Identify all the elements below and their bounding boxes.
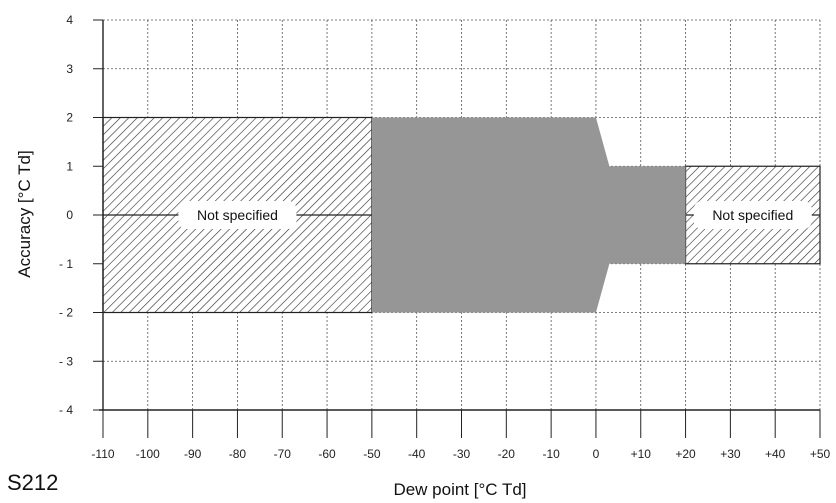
y-tick-label: - 3	[59, 354, 73, 368]
y-tick-label: 1	[66, 159, 73, 173]
y-tick-label: 4	[66, 13, 73, 27]
x-tick-label: -30	[453, 447, 471, 461]
y-tick-label: - 4	[59, 403, 73, 417]
not-specified-label: Not specified	[712, 207, 793, 223]
figure-code: S212	[7, 470, 58, 495]
x-tick-label: +30	[720, 447, 741, 461]
x-tick-label: -50	[363, 447, 381, 461]
y-tick-labels: 4 3 2 1 0 - 1 - 2 - 3 - 4	[59, 13, 103, 417]
region-labels: Not specified Not specified	[178, 201, 812, 229]
x-tick-label: -40	[408, 447, 426, 461]
x-tick-label: -80	[229, 447, 247, 461]
y-tick-label: 3	[66, 62, 73, 76]
x-tick-label: +40	[765, 447, 786, 461]
x-tick-label: -100	[136, 447, 160, 461]
y-axis-title: Accuracy [°C Td]	[15, 150, 34, 277]
x-tick-label: +50	[810, 447, 831, 461]
x-axis-title: Dew point [°C Td]	[393, 480, 526, 499]
x-tick-label: 0	[593, 447, 600, 461]
specified-accuracy-band	[371, 117, 686, 313]
y-tick-label: - 2	[59, 306, 73, 320]
x-tick-label: +20	[675, 447, 696, 461]
x-tick-label: -60	[318, 447, 336, 461]
x-tick-label: -70	[274, 447, 292, 461]
x-tick-label: -90	[184, 447, 202, 461]
y-tick-label: - 1	[59, 257, 73, 271]
x-tick-label: -110	[91, 447, 114, 461]
y-tick-label: 2	[66, 111, 73, 125]
x-tick-labels: -110 -100 -90 -80 -70 -60 -50 -40 -30 -20 -10 0 +10 +…	[91, 410, 831, 461]
not-specified-label: Not specified	[197, 207, 278, 223]
accuracy-band	[371, 117, 686, 313]
region-label-background	[178, 201, 297, 229]
x-tick-label: +10	[631, 447, 652, 461]
region-label-background	[693, 201, 812, 229]
x-tick-label: -20	[498, 447, 516, 461]
x-tick-label: -10	[542, 447, 560, 461]
y-tick-label: 0	[66, 208, 73, 222]
